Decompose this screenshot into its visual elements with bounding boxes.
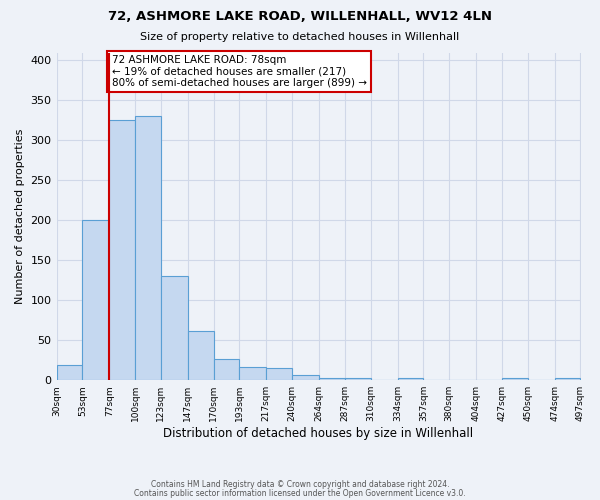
Bar: [214, 360, 239, 380]
Bar: [398, 378, 424, 380]
X-axis label: Distribution of detached houses by size in Willenhall: Distribution of detached houses by size …: [163, 427, 473, 440]
Bar: [135, 116, 161, 380]
Bar: [82, 220, 109, 380]
Bar: [266, 368, 292, 380]
Text: 72, ASHMORE LAKE ROAD, WILLENHALL, WV12 4LN: 72, ASHMORE LAKE ROAD, WILLENHALL, WV12 …: [108, 10, 492, 23]
Bar: [554, 378, 580, 380]
Bar: [319, 378, 345, 380]
Bar: [161, 276, 188, 380]
Text: 72 ASHMORE LAKE ROAD: 78sqm
← 19% of detached houses are smaller (217)
80% of se: 72 ASHMORE LAKE ROAD: 78sqm ← 19% of det…: [112, 55, 367, 88]
Bar: [292, 374, 319, 380]
Text: Contains public sector information licensed under the Open Government Licence v3: Contains public sector information licen…: [134, 488, 466, 498]
Bar: [109, 120, 135, 380]
Bar: [56, 365, 82, 380]
Y-axis label: Number of detached properties: Number of detached properties: [15, 128, 25, 304]
Bar: [345, 378, 371, 380]
Bar: [239, 368, 266, 380]
Bar: [188, 330, 214, 380]
Bar: [502, 378, 528, 380]
Text: Contains HM Land Registry data © Crown copyright and database right 2024.: Contains HM Land Registry data © Crown c…: [151, 480, 449, 489]
Text: Size of property relative to detached houses in Willenhall: Size of property relative to detached ho…: [140, 32, 460, 42]
